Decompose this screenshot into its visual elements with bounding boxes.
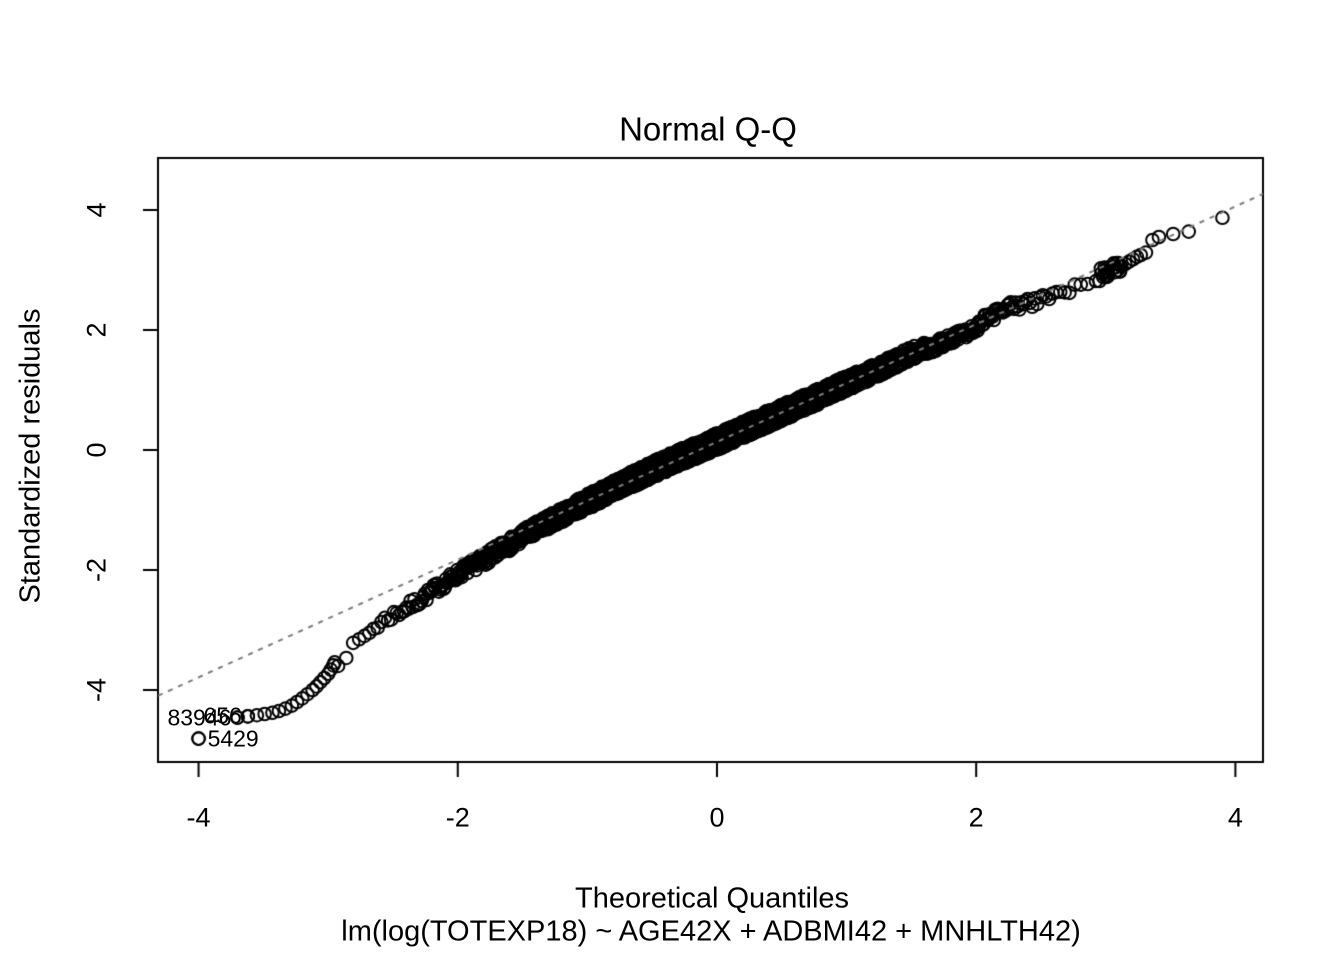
y-tick-label: 0 bbox=[81, 442, 112, 458]
y-tick-label: -4 bbox=[81, 677, 112, 703]
x-tick-label: -2 bbox=[445, 802, 470, 833]
model-formula-caption: lm(log(TOTEXP18) ~ AGE42X + ADBMI42 + MN… bbox=[341, 915, 1081, 948]
y-tick-label: 4 bbox=[81, 202, 112, 218]
x-tick-label: 0 bbox=[709, 802, 725, 833]
plot-title: Normal Q-Q bbox=[619, 110, 797, 148]
x-tick-label: -4 bbox=[186, 802, 211, 833]
y-tick-label: 2 bbox=[81, 322, 112, 338]
x-tick-label: 2 bbox=[968, 802, 984, 833]
y-tick-label: -2 bbox=[81, 557, 112, 583]
outlier-label-83946: 83946 bbox=[167, 704, 232, 731]
x-axis-label: Theoretical Quantiles bbox=[574, 882, 850, 915]
y-axis-label: Standardized residuals bbox=[14, 308, 47, 604]
outlier-label-5429: 5429 bbox=[207, 725, 259, 752]
outlier-label-656: 656 bbox=[203, 702, 242, 729]
x-tick-label: 4 bbox=[1227, 802, 1243, 833]
